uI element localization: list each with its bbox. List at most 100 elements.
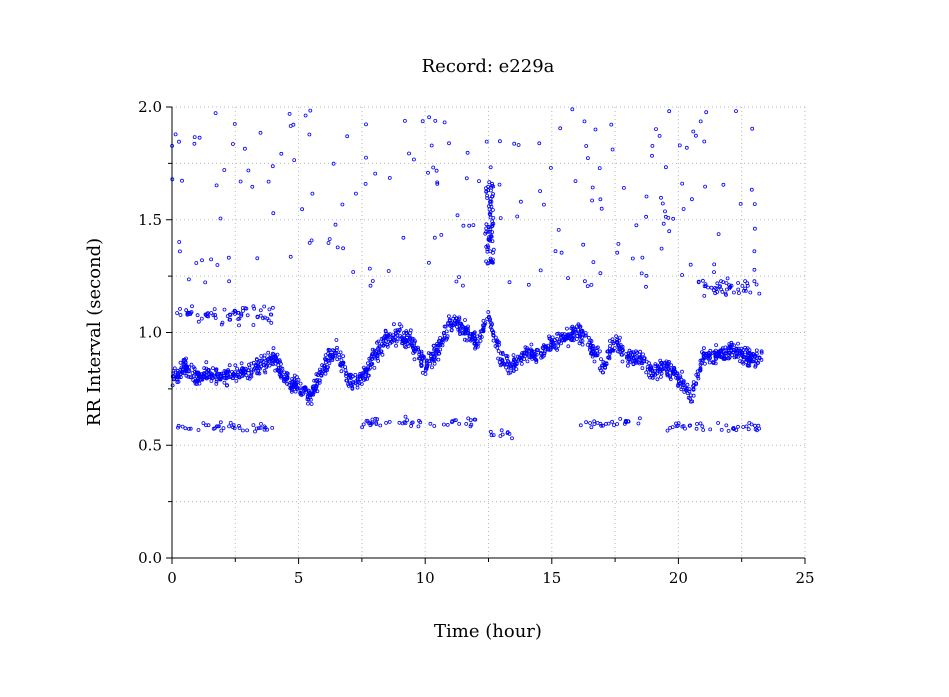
data-point: [488, 215, 493, 220]
data-point: [262, 368, 267, 373]
data-point: [500, 350, 505, 355]
data-point: [752, 249, 757, 254]
data-point: [314, 384, 319, 389]
data-point: [486, 315, 491, 320]
data-point: [659, 195, 663, 200]
data-point: [334, 338, 339, 342]
data-point: [650, 143, 655, 148]
data-point: [236, 374, 241, 379]
data-point: [534, 352, 539, 357]
data-point: [190, 304, 194, 309]
data-point: [661, 363, 666, 368]
data-point: [547, 334, 551, 339]
data-point: [485, 261, 490, 266]
data-point: [341, 246, 346, 251]
data-point: [580, 329, 585, 334]
data-point: [203, 280, 208, 285]
data-point: [200, 258, 204, 263]
data-point: [740, 283, 745, 288]
data-point: [227, 424, 232, 429]
data-point: [684, 145, 689, 150]
data-point: [410, 344, 415, 349]
data-point: [405, 418, 410, 423]
data-point: [403, 345, 408, 350]
data-point: [230, 142, 235, 146]
data-point: [242, 146, 247, 151]
data-point: [194, 382, 199, 386]
data-point: [293, 380, 298, 385]
data-point: [447, 141, 451, 146]
data-point: [732, 343, 736, 348]
data-point: [579, 329, 583, 334]
data-point: [416, 424, 421, 429]
data-point: [747, 348, 752, 353]
data-point: [618, 346, 623, 350]
data-point: [709, 285, 714, 290]
data-point: [428, 361, 433, 366]
data-point: [188, 426, 193, 431]
data-point: [680, 273, 684, 277]
data-point: [488, 196, 493, 201]
data-point: [261, 316, 265, 321]
data-point: [355, 382, 360, 387]
data-point: [218, 216, 223, 221]
data-point: [579, 335, 584, 340]
data-point: [282, 374, 287, 379]
data-point: [274, 359, 279, 364]
data-point: [610, 147, 615, 152]
data-point: [585, 284, 590, 289]
data-point: [488, 256, 493, 261]
data-point: [499, 428, 504, 433]
data-point: [468, 334, 473, 339]
data-point: [574, 331, 579, 336]
data-point: [270, 425, 275, 430]
data-point: [497, 182, 502, 187]
data-point: [478, 335, 483, 340]
data-point: [177, 240, 182, 244]
data-point: [433, 349, 438, 353]
data-point: [299, 393, 304, 397]
data-point: [359, 374, 364, 379]
data-point: [600, 370, 605, 375]
data-point: [452, 321, 457, 326]
data-point: [228, 375, 233, 379]
data-point: [516, 143, 521, 147]
data-point: [660, 201, 665, 206]
data-point: [576, 327, 580, 332]
data-point: [419, 349, 424, 354]
data-point: [291, 384, 296, 389]
data-point: [341, 354, 346, 359]
data-point: [344, 372, 348, 376]
data-point: [511, 353, 516, 358]
data-point: [201, 421, 206, 426]
data-point: [289, 385, 294, 390]
data-point: [462, 331, 467, 336]
data-point: [549, 165, 553, 170]
data-point: [233, 370, 238, 375]
data-point: [743, 279, 747, 284]
data-point: [580, 339, 585, 343]
data-point: [736, 354, 741, 359]
data-point: [719, 427, 724, 432]
data-point: [655, 371, 659, 376]
data-point: [227, 279, 232, 284]
data-point: [606, 355, 611, 360]
data-point: [323, 368, 328, 373]
data-point: [746, 353, 751, 358]
data-point: [688, 393, 693, 398]
data-point: [651, 375, 655, 380]
data-point: [279, 373, 284, 378]
data-point: [698, 362, 703, 367]
data-point: [266, 350, 271, 355]
data-point: [270, 164, 275, 169]
x-tick-label: 15: [542, 569, 561, 587]
data-point: [195, 372, 200, 377]
data-point: [702, 139, 707, 144]
data-point: [485, 249, 490, 254]
data-point: [726, 356, 731, 361]
data-point: [245, 428, 250, 433]
data-point: [178, 367, 183, 372]
data-point: [410, 420, 415, 425]
data-point: [370, 279, 375, 283]
data-point: [268, 312, 273, 317]
